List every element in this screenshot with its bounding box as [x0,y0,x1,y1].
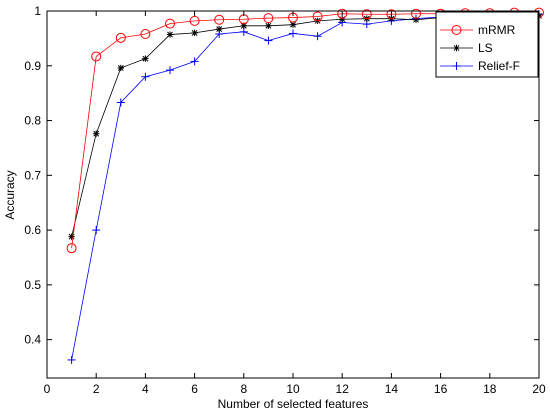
y-tick-label: 0.6 [24,223,41,237]
x-tick-label: 6 [191,382,198,396]
y-tick-label: 0.4 [24,333,41,347]
x-tick-label: 16 [434,382,448,396]
y-tick-label: 0.7 [24,168,41,182]
data-point [166,66,174,75]
data-point [66,243,77,254]
legend-item: Relief-F [440,59,520,73]
data-point [189,15,200,26]
legend-items: mRMR LS Relief-F [440,23,520,73]
x-tick-label: 8 [240,382,247,396]
data-point [165,18,175,29]
x-tick-label: 2 [93,382,100,396]
data-point [361,9,372,20]
data-point [265,22,272,29]
data-point [411,8,421,19]
legend-label: Relief-F [478,59,520,73]
data-point [216,25,223,33]
legend-label: mRMR [478,23,516,37]
data-point [140,29,151,40]
data-point [141,72,150,81]
x-tick-label: 14 [385,382,399,396]
data-point [91,51,102,62]
data-point [67,355,76,364]
y-tick-label: 0.9 [24,59,41,73]
y-tick-label: 0.8 [24,114,41,128]
data-point [337,8,348,19]
data-point [239,27,248,36]
data-point [115,32,126,43]
data-point [117,64,124,72]
y-axis-label: Accuracy [3,170,17,219]
legend-marker [452,62,461,70]
data-point [312,11,323,22]
data-point [313,32,322,41]
legend-item: LS [440,41,493,55]
data-point [263,13,274,24]
data-point [240,22,247,29]
legend-marker [453,44,460,52]
x-tick-label: 4 [142,382,149,396]
y-tick-label: 0.5 [24,278,41,292]
data-point [264,36,273,45]
data-point [214,14,225,25]
legend-marker [451,25,462,35]
data-point [93,130,100,137]
data-point [289,29,297,38]
x-tick-label: 20 [532,382,546,396]
x-axis-label: Number of selected features [218,397,369,411]
legend: mRMR LS Relief-F [435,11,539,78]
data-point [339,16,346,23]
data-point [116,98,125,107]
data-point [92,226,101,235]
data-point [191,29,198,37]
data-point [166,31,174,38]
data-point [386,9,397,20]
x-tick-label: 18 [483,382,497,396]
data-point [68,233,75,240]
legend-item: mRMR [440,23,516,37]
data-point [190,57,199,66]
x-tick-label: 12 [336,382,350,396]
x-tick-label: 10 [286,382,300,396]
y-tick-label: 1 [34,4,41,18]
legend-label: LS [478,41,493,55]
data-point [142,55,149,62]
x-tick-label: 0 [44,382,51,396]
